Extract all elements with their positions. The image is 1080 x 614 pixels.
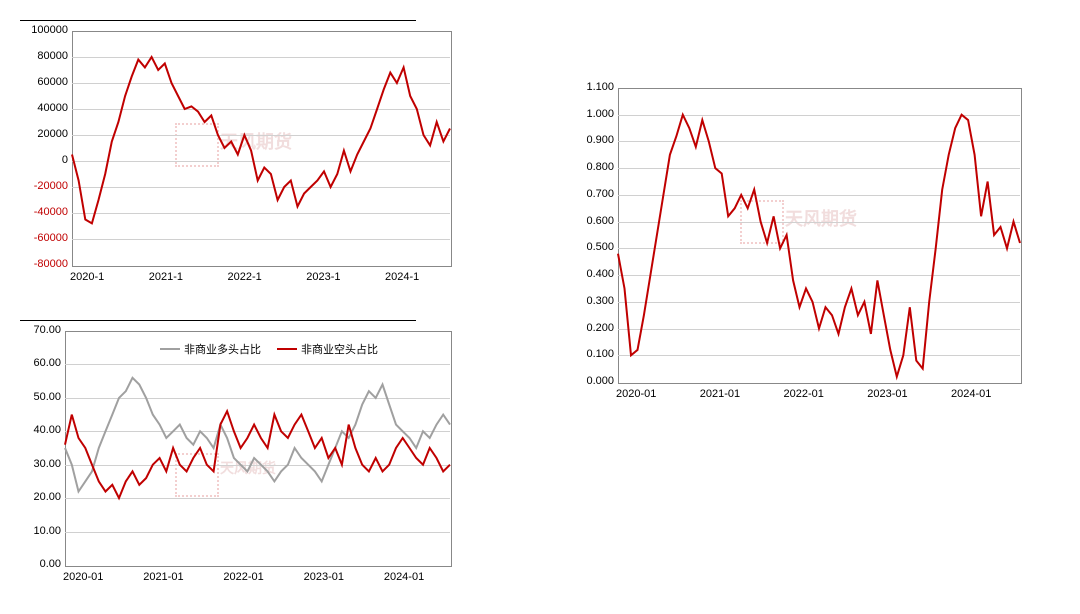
legend-label: 非商业多头占比 xyxy=(184,341,261,357)
data-line xyxy=(65,411,450,498)
chart-right: 天风期货 0.0000.1000.2000.3000.4000.5000.600… xyxy=(570,80,1030,410)
chart-svg xyxy=(20,23,460,293)
chart-svg xyxy=(570,80,1030,410)
chart-svg xyxy=(20,323,460,593)
legend-swatch xyxy=(160,348,180,350)
chart1-canvas: 天风期货 -80000-60000-40000-2000002000040000… xyxy=(20,23,460,293)
chart-top-left: 天风期货 -80000-60000-40000-2000002000040000… xyxy=(20,20,460,300)
data-line xyxy=(72,57,450,223)
chart1-title-rule xyxy=(20,20,416,21)
legend-swatch xyxy=(277,348,297,350)
charts-container: 天风期货 -80000-60000-40000-2000002000040000… xyxy=(10,10,1070,604)
legend-label: 非商业空头占比 xyxy=(301,341,378,357)
chart2-title-rule xyxy=(20,320,416,321)
legend-item: 非商业空头占比 xyxy=(277,341,378,357)
chart2-canvas: 天风期货 0.0010.0020.0030.0040.0050.0060.007… xyxy=(20,323,460,593)
data-line xyxy=(65,378,450,492)
chart-bottom-left: 天风期货 0.0010.0020.0030.0040.0050.0060.007… xyxy=(20,320,460,600)
legend-item: 非商业多头占比 xyxy=(160,341,261,357)
legend: 非商业多头占比 非商业空头占比 xyxy=(160,341,378,357)
data-line xyxy=(618,115,1020,377)
chart3-canvas: 天风期货 0.0000.1000.2000.3000.4000.5000.600… xyxy=(570,80,1030,410)
